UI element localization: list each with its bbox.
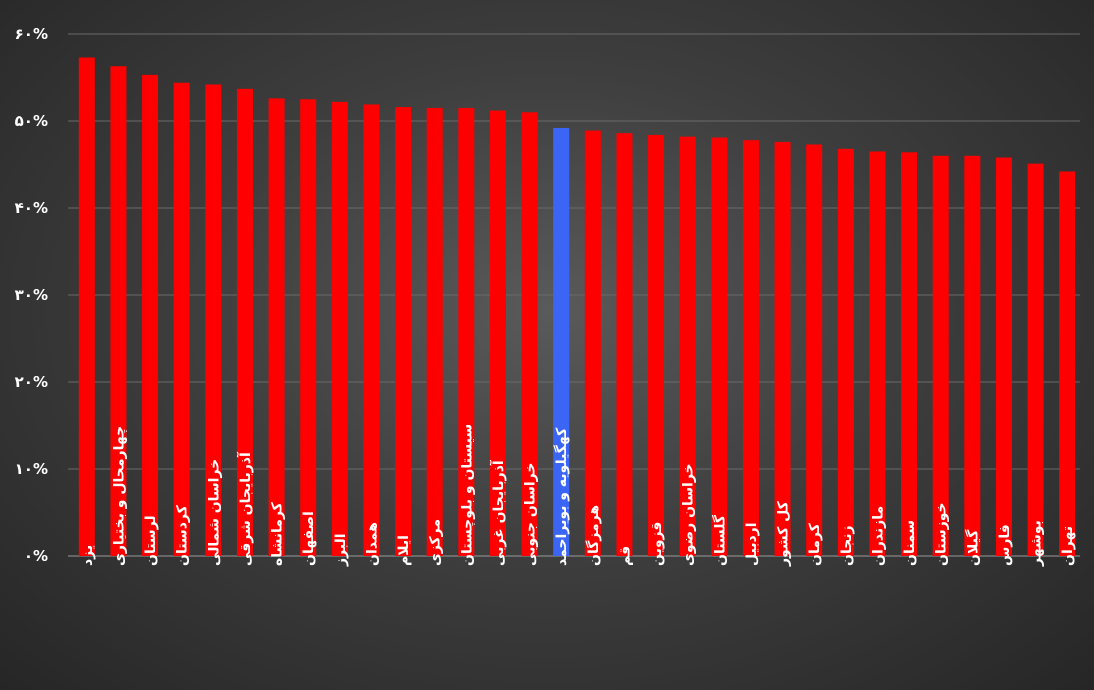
- bar: [395, 107, 412, 556]
- x-tick-label: گیلان: [964, 529, 981, 566]
- bar: [489, 110, 506, 556]
- bar: [584, 130, 601, 556]
- x-tick-label: قزوین: [649, 522, 665, 566]
- x-tick-label: زنجان: [839, 525, 855, 566]
- y-tick-label: ۵۰%: [15, 112, 48, 130]
- y-tick-label: ۶۰%: [15, 25, 48, 43]
- y-tick-label: ۱۰%: [15, 460, 48, 478]
- bar: [458, 107, 475, 556]
- x-tick-label: تهران: [1060, 526, 1076, 566]
- y-axis: ۰% ۱۰% ۲۰% ۳۰% ۴۰% ۵۰% ۶۰%: [15, 25, 48, 565]
- bar: [110, 66, 127, 556]
- y-tick-label: ۰%: [24, 547, 48, 565]
- y-tick-label: ۲۰%: [15, 373, 48, 391]
- bar: [363, 104, 380, 556]
- bar: [964, 155, 981, 557]
- bar: [331, 101, 348, 557]
- bar: [268, 98, 285, 556]
- bar: [521, 112, 538, 557]
- x-tick-label: خراسان شمالی: [206, 459, 222, 566]
- x-tick-label: آذربایجان شرقی: [236, 451, 254, 566]
- x-tick-label: خراسان جنوبی: [523, 463, 539, 566]
- x-tick-label: کهگیلویه و بویراحمد: [553, 427, 570, 566]
- bar: [300, 99, 317, 556]
- bar: [236, 88, 253, 556]
- x-tick-label: لرستان: [143, 515, 159, 566]
- x-tick-label: ایلام: [396, 535, 412, 566]
- x-tick-label: سمنان: [902, 520, 918, 566]
- bar: [616, 133, 633, 556]
- x-axis: یزد چهارمحال و بختیاری لرستان کردستان خراسان…: [80, 424, 1076, 567]
- x-tick-label: آذربایجان غربی: [489, 459, 507, 566]
- bar: [142, 74, 159, 556]
- bar: [901, 152, 918, 556]
- x-tick-label: هرمزگان: [585, 505, 602, 566]
- y-tick-label: ۴۰%: [15, 199, 48, 217]
- x-tick-label: بوشهر: [1029, 520, 1045, 567]
- bar: [932, 155, 949, 557]
- bar: [711, 137, 728, 556]
- x-tick-label: کردستان: [175, 504, 191, 566]
- x-tick-label: خوزستان: [934, 502, 950, 566]
- x-tick-label: مازندران: [870, 506, 886, 566]
- x-tick-label: چهارمحال و بختیاری: [111, 426, 127, 566]
- bar: [1027, 163, 1044, 556]
- bar: [78, 57, 95, 557]
- bar: [806, 144, 823, 557]
- x-tick-label: البرز: [333, 533, 349, 567]
- bar: [426, 107, 443, 556]
- bar-highlighted: [553, 127, 570, 557]
- x-tick-label: اردبیل: [744, 522, 760, 566]
- x-tick-label: خراسان رضوی: [681, 463, 697, 566]
- x-tick-label: سیستان و بلوچستان: [459, 424, 475, 566]
- bar: [869, 151, 886, 556]
- bar: [995, 157, 1012, 557]
- x-tick-label: کرمان: [807, 522, 823, 566]
- bar: [837, 148, 854, 556]
- y-tick-label: ۳۰%: [15, 286, 48, 304]
- bar: [774, 141, 791, 556]
- x-tick-label: کرمانشاه: [270, 501, 286, 566]
- bars: [78, 57, 1076, 557]
- x-tick-label: گلستان: [711, 514, 728, 566]
- bar: [205, 84, 222, 557]
- bar: [679, 136, 696, 556]
- grid-layer: [68, 33, 1080, 557]
- bar: [173, 82, 190, 556]
- x-tick-label: مرکزی: [428, 519, 444, 566]
- x-tick-label: یزد: [80, 545, 96, 566]
- x-tick-label: همدان: [364, 522, 380, 566]
- bar: [742, 140, 759, 556]
- x-tick-label: قم: [617, 546, 633, 566]
- x-tick-label: فارس: [997, 524, 1013, 566]
- x-tick-label: اصفهان: [301, 511, 317, 566]
- x-tick-label: کل کشور: [776, 500, 792, 567]
- bar: [1059, 171, 1076, 556]
- bar: [648, 134, 665, 557]
